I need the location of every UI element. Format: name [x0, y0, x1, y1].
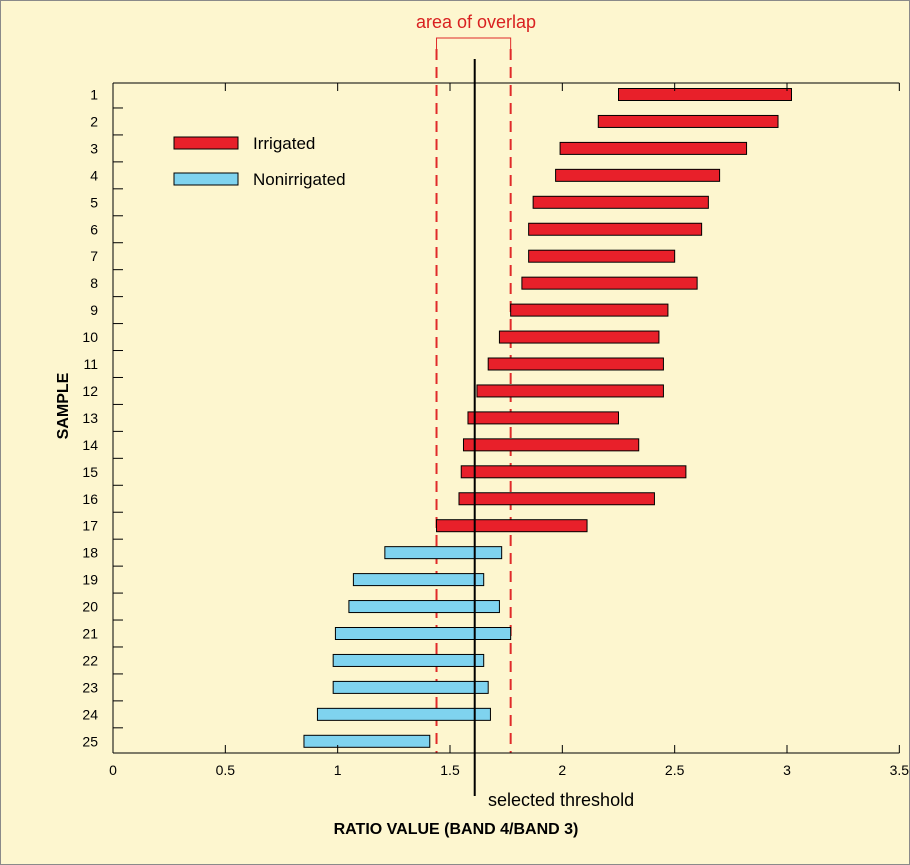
y-tick-label: 5	[90, 194, 98, 210]
bar-nonirrigated-sample-22	[332, 653, 485, 667]
x-tick-label: 3	[783, 762, 791, 778]
x-tick-label: 0	[109, 762, 117, 778]
bar-irrigated-sample-11	[487, 357, 664, 371]
bar-irrigated-sample-14	[462, 438, 640, 452]
bar-irrigated-sample-12	[476, 384, 664, 398]
y-tick-label: 16	[82, 491, 98, 507]
y-tick-label: 18	[82, 545, 98, 561]
bar-nonirrigated-sample-23	[332, 680, 489, 694]
y-tick-label: 8	[90, 275, 98, 291]
y-tick-label: 15	[82, 464, 98, 480]
y-tick-label: 10	[82, 329, 98, 345]
bar-irrigated-sample-9	[510, 303, 669, 317]
y-tick-label: 23	[82, 679, 98, 695]
bars-group	[303, 88, 792, 748]
y-tick-label: 4	[90, 167, 98, 183]
bar-irrigated-sample-1	[618, 88, 792, 101]
y-tick-label: 22	[82, 652, 98, 668]
bar-irrigated-sample-3	[559, 141, 748, 155]
x-tick-label: 2.5	[665, 762, 685, 778]
overlap-label: area of overlap	[416, 12, 536, 32]
y-tick-label: 25	[82, 733, 98, 749]
legend: Irrigated Nonirrigated	[173, 134, 346, 189]
bar-nonirrigated-sample-18	[384, 546, 503, 560]
x-tick-label: 3.5	[890, 762, 909, 778]
y-tick-label: 7	[90, 248, 98, 264]
y-tick-label: 11	[83, 356, 98, 372]
x-tick-label: 1	[334, 762, 342, 778]
axes-group: 0 0.5 1 1.5 2 2.5 3 3.5123456789101112131415161…	[82, 82, 909, 778]
bar-irrigated-sample-10	[498, 330, 660, 344]
y-tick-label: 1	[90, 87, 98, 103]
bar-irrigated-sample-2	[597, 114, 779, 128]
x-tick-label: 1.5	[440, 762, 460, 778]
bar-nonirrigated-sample-20	[348, 600, 500, 614]
bar-irrigated-sample-16	[458, 492, 655, 506]
legend-swatch-nonirrigated	[173, 172, 239, 186]
bar-irrigated-sample-17	[436, 519, 588, 533]
bar-irrigated-sample-4	[555, 168, 721, 182]
bar-nonirrigated-sample-25	[303, 734, 431, 748]
bar-irrigated-sample-8	[521, 276, 698, 290]
x-axis-title: RATIO VALUE (BAND 4/BAND 3)	[334, 821, 579, 838]
y-tick-label: 14	[82, 437, 98, 453]
threshold-label: selected threshold	[488, 790, 634, 810]
y-axis-title: SAMPLE	[55, 372, 72, 439]
overlap-bracket	[436, 37, 512, 53]
bar-nonirrigated-sample-21	[334, 627, 512, 640]
y-tick-label: 24	[82, 706, 98, 722]
y-tick-label: 17	[82, 518, 98, 534]
y-tick-label: 6	[90, 221, 98, 237]
bar-irrigated-sample-13	[467, 411, 619, 425]
legend-label-irrigated: Irrigated	[253, 134, 315, 153]
bar-irrigated-sample-15	[460, 465, 687, 479]
y-tick-label: 9	[90, 302, 98, 318]
y-tick-label: 3	[90, 140, 98, 156]
y-tick-label: 12	[82, 383, 98, 399]
x-tick-label: 0.5	[216, 762, 236, 778]
bar-nonirrigated-sample-19	[352, 573, 485, 587]
y-tick-label: 2	[90, 113, 98, 129]
bar-irrigated-sample-6	[528, 222, 703, 236]
y-tick-label: 20	[82, 599, 98, 615]
legend-swatch-irrigated	[173, 136, 239, 150]
bar-irrigated-sample-7	[528, 249, 676, 263]
y-tick-label: 19	[82, 572, 98, 588]
bar-nonirrigated-sample-24	[316, 707, 491, 721]
x-tick-label: 2	[558, 762, 566, 778]
legend-label-nonirrigated: Nonirrigated	[253, 170, 346, 189]
y-tick-label: 21	[82, 626, 98, 642]
y-tick-label: 13	[82, 410, 98, 426]
bar-irrigated-sample-5	[532, 195, 709, 209]
